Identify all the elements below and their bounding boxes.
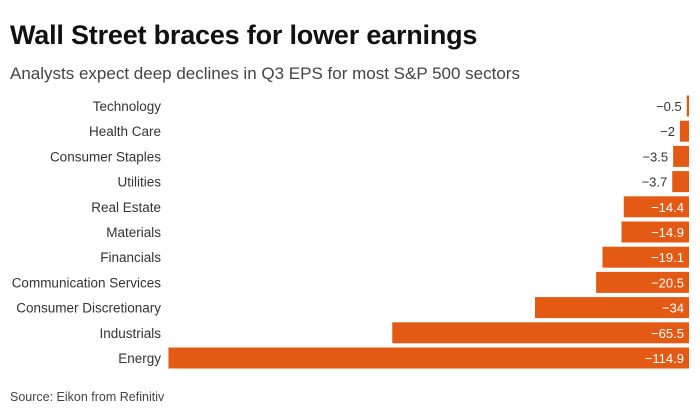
bar [679,120,689,142]
category-label: Utilities [117,175,161,190]
value-label: −3.7 [642,175,668,190]
category-label: Financials [100,250,161,265]
value-label: −14.4 [651,200,684,215]
value-label: −2 [660,124,675,139]
value-label: −3.5 [642,149,668,164]
bar-row: Consumer Discretionary −34 [16,297,689,319]
chart-subtitle: Analysts expect deep declines in Q3 EPS … [10,64,520,83]
category-label: Energy [118,351,161,366]
category-label: Real Estate [91,200,161,215]
value-label: −34 [662,301,684,316]
value-label: −14.9 [651,225,684,240]
category-label: Health Care [89,124,161,139]
bar-row: Utilities −3.7 [117,171,689,193]
value-label: −114.9 [645,351,684,366]
bar [602,246,689,268]
category-label: Industrials [99,326,161,341]
source-note: Source: Eikon from Refinitiv [10,390,165,404]
value-label: −65.5 [651,326,684,341]
bar [686,95,689,117]
bar-row: Energy −114.9 [118,347,689,369]
bar [534,297,689,319]
category-label: Communication Services [12,275,162,290]
bar-row: Health Care −2 [89,120,689,142]
category-label: Consumer Staples [50,149,161,164]
bar [672,171,689,193]
bar-row: Communication Services −20.5 [12,271,689,293]
bar-row: Consumer Staples −3.5 [50,145,689,167]
bar [623,196,689,218]
bar [596,271,689,293]
bar-row: Materials −14.9 [106,221,689,243]
value-label: −20.5 [651,275,684,290]
bar [392,322,689,344]
value-label: −19.1 [651,250,684,265]
bar-row: Industrials −65.5 [99,322,689,344]
category-label: Materials [106,225,161,240]
value-label: −0.5 [656,99,682,114]
category-label: Technology [93,99,162,114]
chart-title: Wall Street braces for lower earnings [10,20,478,50]
bar [621,221,689,243]
bar [673,145,689,167]
bar-row: Financials −19.1 [100,246,689,268]
bar-row: Real Estate −14.4 [91,196,689,218]
category-label: Consumer Discretionary [16,301,161,316]
bar [168,347,689,369]
bar-row: Technology −0.5 [93,95,689,117]
